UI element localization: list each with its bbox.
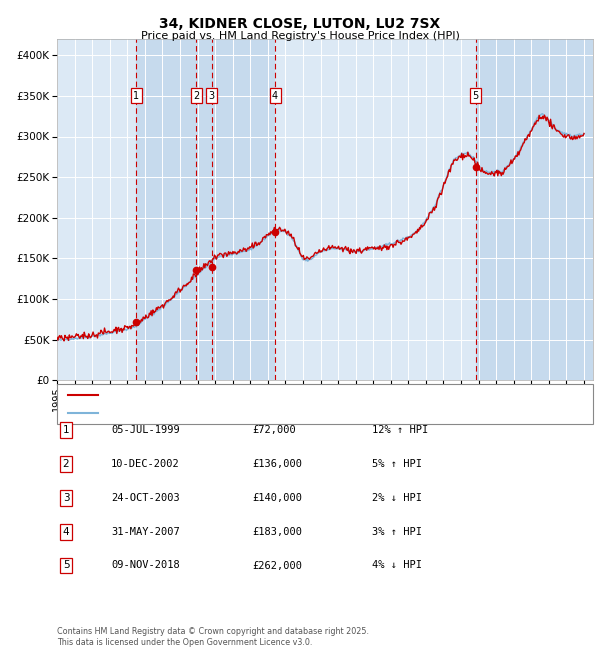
Text: 2: 2 xyxy=(62,459,70,469)
Text: 5: 5 xyxy=(473,91,479,101)
Text: 05-JUL-1999: 05-JUL-1999 xyxy=(111,425,180,436)
Text: Contains HM Land Registry data © Crown copyright and database right 2025.
This d: Contains HM Land Registry data © Crown c… xyxy=(57,627,369,647)
Text: £183,000: £183,000 xyxy=(252,526,302,537)
Text: 31-MAY-2007: 31-MAY-2007 xyxy=(111,526,180,537)
Bar xyxy=(476,39,593,380)
Bar xyxy=(136,39,196,380)
Text: 2% ↓ HPI: 2% ↓ HPI xyxy=(372,493,422,503)
Text: 4: 4 xyxy=(272,91,278,101)
Text: £140,000: £140,000 xyxy=(252,493,302,503)
Text: 4: 4 xyxy=(62,526,70,537)
Text: 24-OCT-2003: 24-OCT-2003 xyxy=(111,493,180,503)
Text: 3: 3 xyxy=(62,493,70,503)
Text: 4% ↓ HPI: 4% ↓ HPI xyxy=(372,560,422,571)
Text: £72,000: £72,000 xyxy=(252,425,296,436)
Text: 10-DEC-2002: 10-DEC-2002 xyxy=(111,459,180,469)
Text: 3% ↑ HPI: 3% ↑ HPI xyxy=(372,526,422,537)
Text: Price paid vs. HM Land Registry's House Price Index (HPI): Price paid vs. HM Land Registry's House … xyxy=(140,31,460,41)
Text: 5% ↑ HPI: 5% ↑ HPI xyxy=(372,459,422,469)
Text: 2: 2 xyxy=(193,91,200,101)
Text: £136,000: £136,000 xyxy=(252,459,302,469)
Text: 34, KIDNER CLOSE, LUTON, LU2 7SX (semi-detached house): 34, KIDNER CLOSE, LUTON, LU2 7SX (semi-d… xyxy=(103,390,395,400)
Text: 12% ↑ HPI: 12% ↑ HPI xyxy=(372,425,428,436)
Text: 3: 3 xyxy=(209,91,215,101)
Text: HPI: Average price, semi-detached house, Luton: HPI: Average price, semi-detached house,… xyxy=(103,408,338,417)
Text: 1: 1 xyxy=(62,425,70,436)
Text: 34, KIDNER CLOSE, LUTON, LU2 7SX: 34, KIDNER CLOSE, LUTON, LU2 7SX xyxy=(160,17,440,31)
Text: 5: 5 xyxy=(62,560,70,571)
Bar xyxy=(196,39,212,380)
Text: 1: 1 xyxy=(133,91,139,101)
Text: 09-NOV-2018: 09-NOV-2018 xyxy=(111,560,180,571)
Text: £262,000: £262,000 xyxy=(252,560,302,571)
Bar xyxy=(212,39,275,380)
